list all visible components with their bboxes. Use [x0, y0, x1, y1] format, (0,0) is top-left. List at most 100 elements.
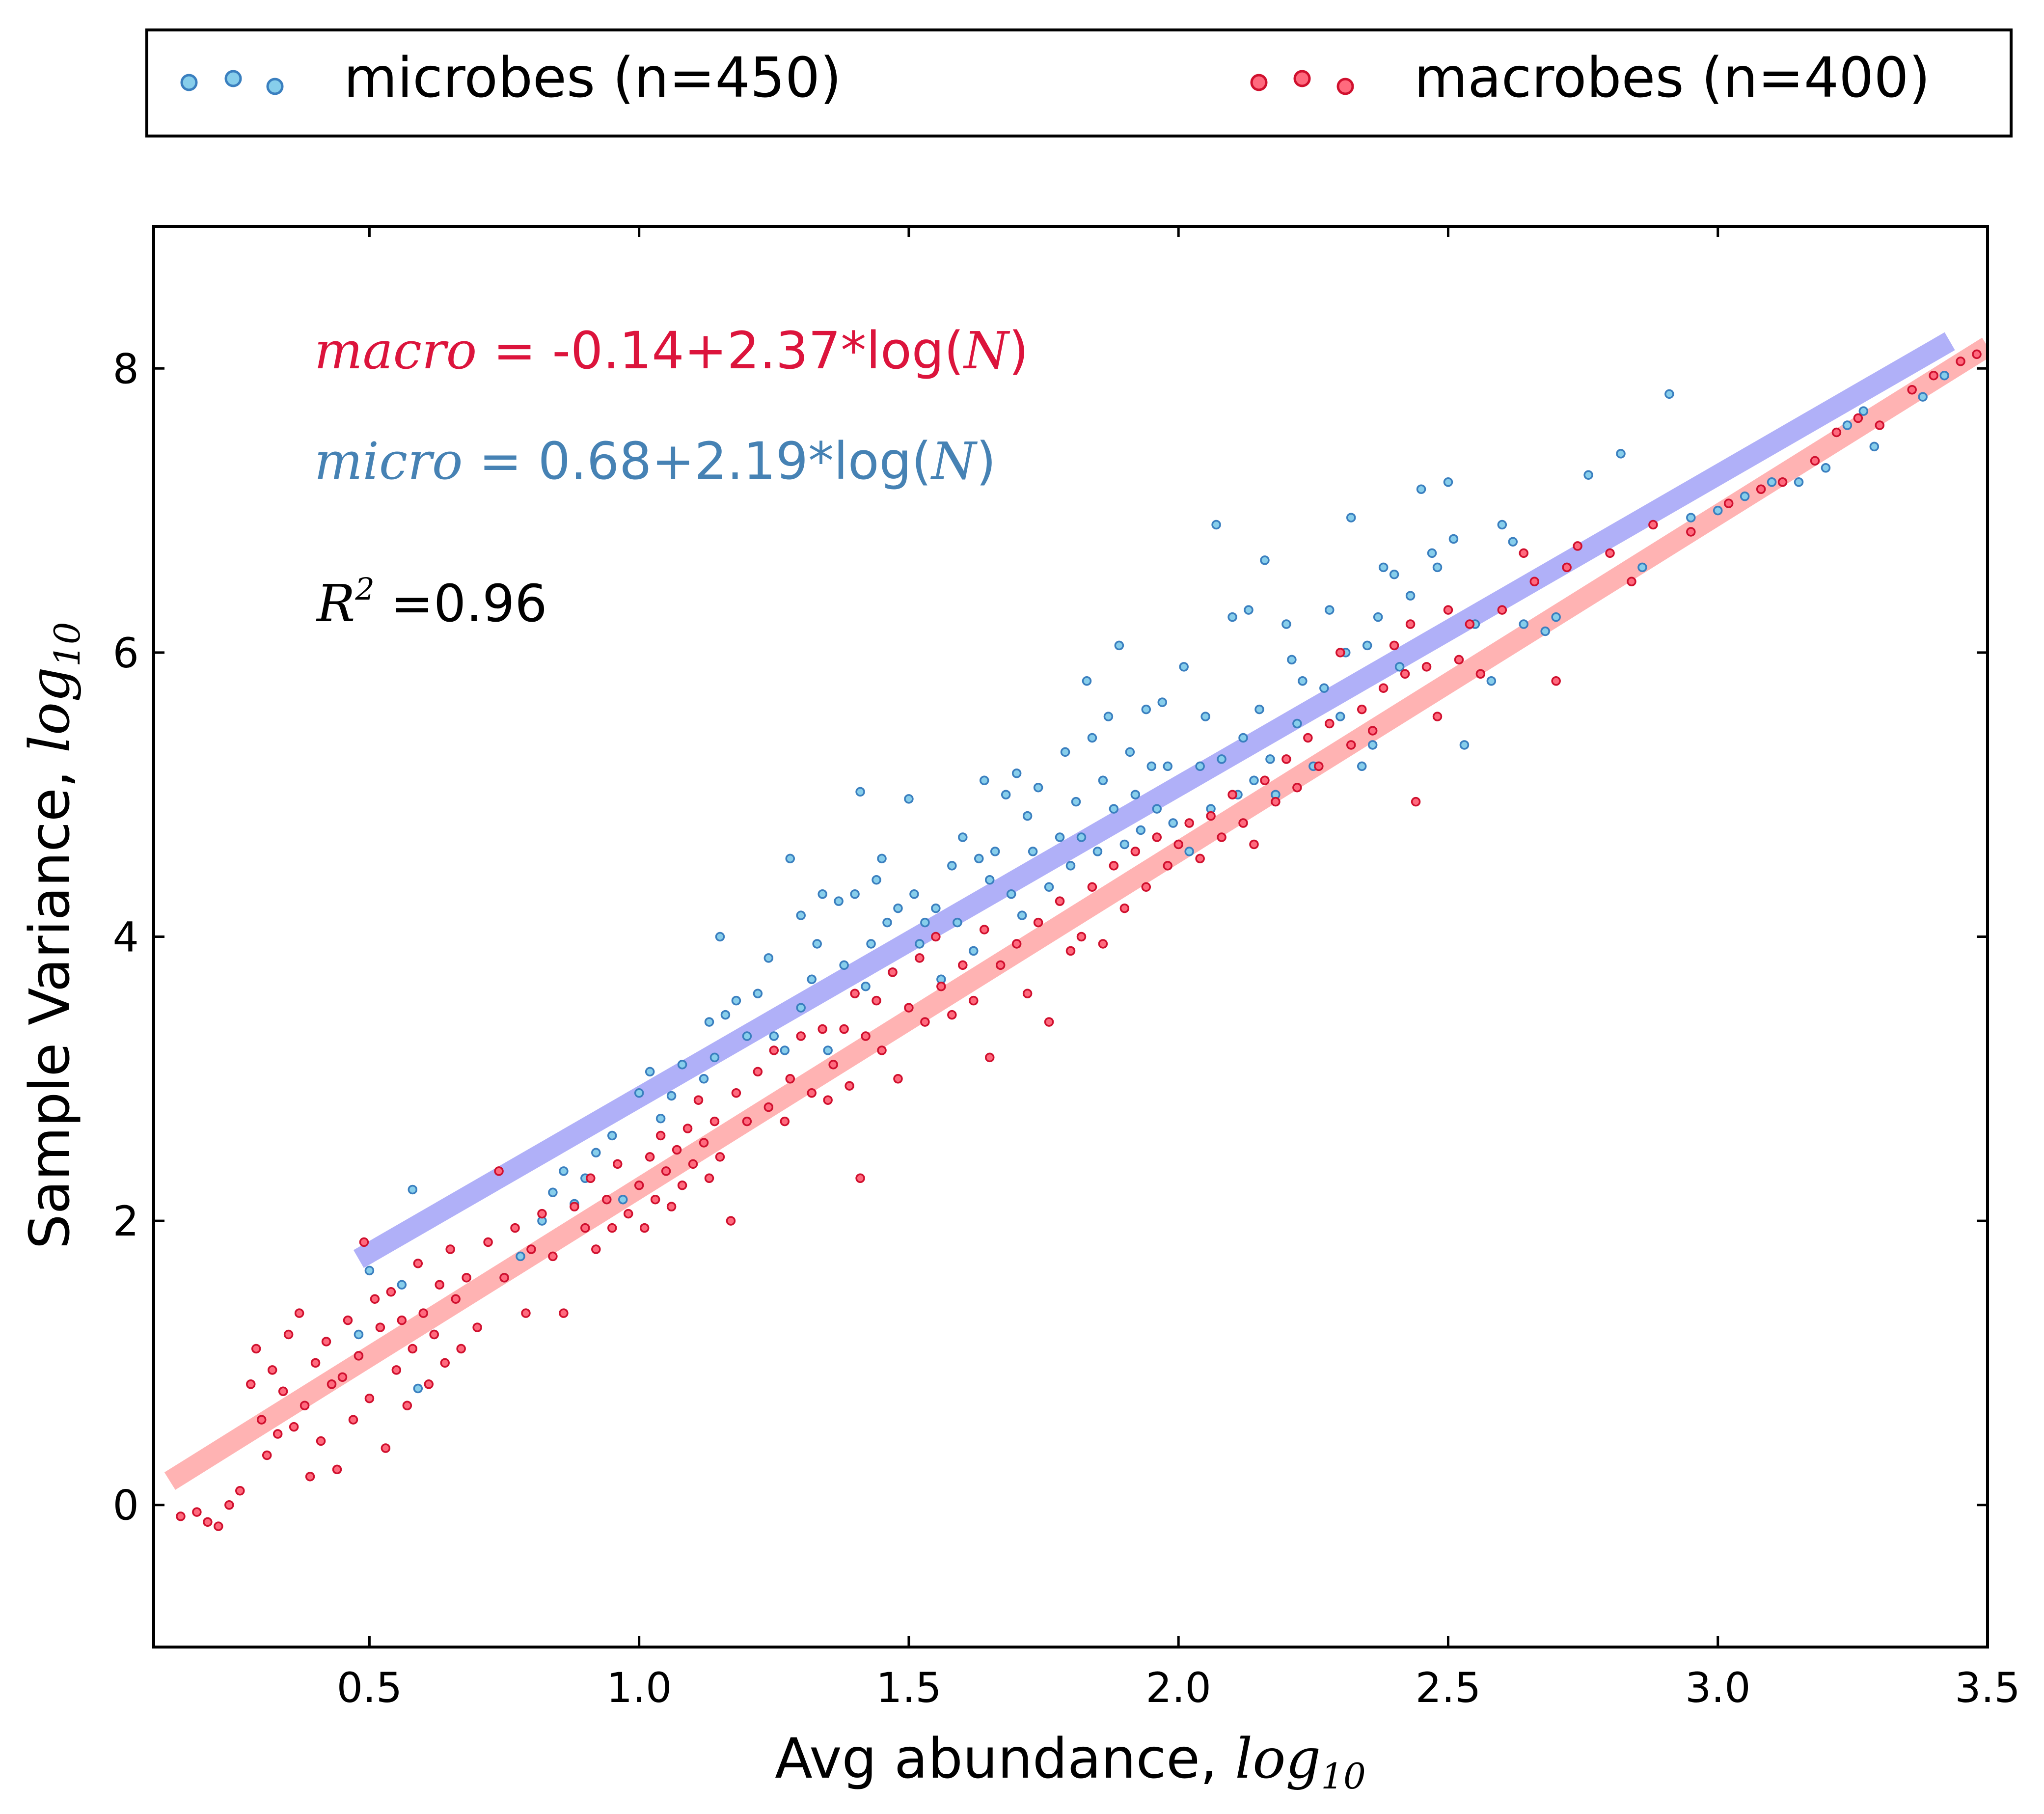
data-point [1033, 782, 1043, 793]
data-point [526, 1244, 536, 1254]
data-point [920, 1017, 930, 1027]
data-point [650, 1194, 660, 1205]
data-point [984, 1052, 995, 1063]
legend-marker-macrobes [1336, 78, 1354, 95]
data-point [1249, 839, 1259, 850]
plot-frame [152, 225, 1989, 1649]
data-point [397, 1280, 407, 1290]
data-point [1195, 853, 1205, 864]
r-squared: R2 =0.96 [316, 571, 547, 633]
legend-label-macrobes: macrobes (n=400) [1414, 46, 1930, 110]
data-point [1157, 697, 1167, 707]
data-point [445, 1244, 455, 1254]
y-axis-label-text: Sample Variance, [18, 770, 82, 1249]
x-tick-label: 1.5 [876, 1664, 942, 1712]
data-point [1071, 797, 1081, 807]
data-point [1605, 548, 1615, 558]
data-point [192, 1507, 202, 1517]
data-point [359, 1237, 369, 1247]
legend-marker-macrobes [1250, 74, 1268, 91]
data-point [1136, 825, 1146, 835]
series-macrobes [176, 349, 1982, 1531]
data-point [462, 1273, 471, 1283]
data-point [1082, 676, 1092, 686]
y-tick-label: 0 [113, 1482, 139, 1530]
data-point [516, 1251, 525, 1262]
data-point [861, 982, 871, 991]
data-point [861, 1031, 871, 1041]
data-point [1686, 527, 1696, 537]
data-point [715, 932, 725, 942]
macro-equation-n: N [962, 321, 1010, 381]
data-point [1065, 946, 1076, 956]
data-point [742, 1031, 752, 1041]
data-point [882, 917, 892, 928]
data-point [715, 1152, 725, 1162]
data-point [1756, 484, 1766, 494]
data-point [639, 1223, 650, 1233]
x-tick-label: 3.0 [1685, 1664, 1751, 1712]
data-point [731, 1088, 741, 1098]
data-point [1249, 775, 1259, 786]
data-point [1141, 704, 1151, 715]
data-point [402, 1401, 412, 1410]
data-point [1244, 605, 1254, 615]
data-point [753, 989, 763, 998]
legend-item-microbes: microbes (n=450) [180, 46, 842, 110]
data-point [1044, 882, 1054, 892]
x-axis-label: Avg abundance, log10 [775, 1727, 1366, 1797]
data-point [1238, 733, 1248, 743]
data-point [1146, 761, 1157, 771]
data-point [904, 794, 914, 804]
data-point [1130, 790, 1141, 799]
data-point [1443, 477, 1453, 487]
data-point [936, 982, 946, 991]
macro-equation-var: macro [314, 321, 477, 381]
data-point [677, 1060, 687, 1070]
data-point [731, 995, 741, 1006]
data-point [1130, 847, 1141, 856]
data-point [1281, 754, 1291, 764]
data-point [623, 1209, 633, 1219]
data-point [370, 1294, 380, 1304]
data-point [818, 889, 827, 899]
data-point [456, 1344, 466, 1354]
data-point [316, 1436, 326, 1446]
data-point [845, 1081, 854, 1091]
data-point [1362, 640, 1372, 651]
legend-marker-microbes [224, 70, 242, 87]
data-point [704, 1173, 714, 1183]
data-point [1794, 477, 1804, 487]
data-point [1184, 847, 1194, 856]
data-point [1939, 371, 1949, 381]
data-point [974, 853, 984, 864]
data-point [1723, 498, 1734, 508]
fit-lines [164, 332, 1988, 1490]
data-point [1465, 619, 1475, 629]
data-point [677, 1181, 687, 1190]
data-point [1740, 491, 1750, 501]
data-point [1373, 612, 1383, 622]
data-point [570, 1202, 579, 1211]
data-point [1831, 427, 1842, 438]
fit-line-macro [164, 337, 1988, 1490]
data-point [672, 1145, 682, 1155]
data-point [1956, 357, 1965, 366]
data-point [709, 1052, 720, 1063]
data-point [1448, 534, 1459, 544]
data-point [1686, 513, 1696, 522]
data-point [796, 1031, 806, 1041]
r-squared-sup: 2 [354, 571, 374, 607]
data-point [1200, 712, 1210, 721]
data-point [494, 1166, 504, 1176]
data-point [699, 1138, 709, 1148]
data-point [1918, 392, 1928, 402]
data-point [1028, 847, 1038, 856]
data-point [1055, 832, 1065, 842]
data-point [1260, 555, 1270, 565]
data-points [176, 349, 1982, 1531]
x-axis-label-sub: 10 [1321, 1756, 1366, 1797]
micro-equation: micro = 0.68+2.19*log(N) [314, 431, 996, 491]
data-point [769, 1031, 779, 1041]
r-squared-text: =0.96 [375, 574, 547, 633]
